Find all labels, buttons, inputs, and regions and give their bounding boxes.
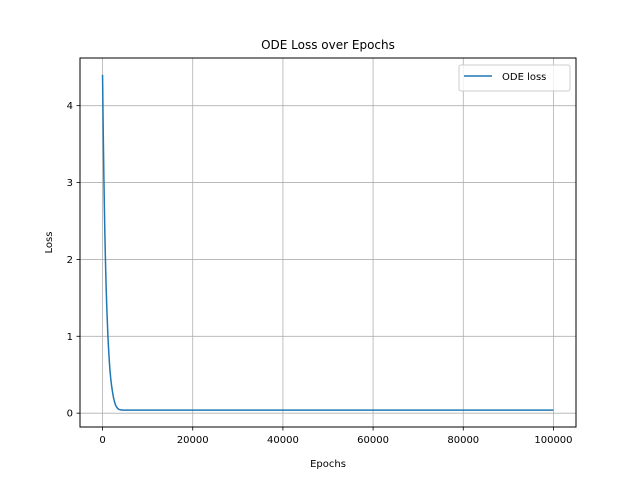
grid-lines [80, 58, 576, 427]
series-layer [101, 74, 554, 411]
x-tick-label: 0 [99, 435, 105, 446]
legend-box [458, 64, 571, 92]
y-axis-label: Loss [44, 232, 55, 254]
y-tick-label: 2 [67, 255, 73, 266]
y-tick-label: 0 [67, 409, 73, 420]
chart-title: ODE Loss over Epochs [261, 38, 395, 52]
x-tick-label: 80000 [447, 435, 479, 446]
legend: ODE loss [458, 64, 571, 92]
x-tick-label: 40000 [267, 435, 299, 446]
legend-label-ode-loss: ODE loss [502, 72, 546, 83]
series-line-ode-loss [101, 74, 554, 411]
x-tick-label: 60000 [357, 435, 389, 446]
y-tick-label: 1 [67, 332, 73, 343]
y-tick-label: 4 [67, 101, 73, 112]
axis-ticks: 0 20000 40000 60000 80000 100000 0 1 2 3 4 [67, 101, 573, 446]
x-tick-label: 100000 [534, 435, 572, 446]
plot-frame [79, 57, 577, 428]
x-tick-label: 20000 [177, 435, 209, 446]
x-axis-label: Epochs [310, 459, 346, 470]
y-tick-label: 3 [67, 178, 73, 189]
